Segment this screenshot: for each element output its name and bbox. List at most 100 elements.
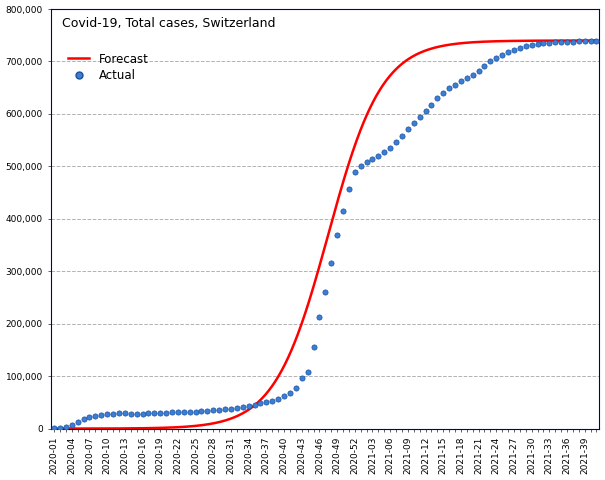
Actual [261, 398, 271, 406]
Actual [433, 95, 442, 102]
Actual [279, 393, 289, 400]
Forecast [106, 426, 113, 432]
Actual [126, 410, 136, 418]
Actual [250, 401, 260, 408]
Actual [232, 404, 241, 412]
Actual [373, 152, 383, 160]
Actual [167, 408, 177, 416]
Actual [267, 396, 277, 404]
Actual [91, 412, 100, 420]
Actual [468, 71, 477, 78]
Actual [586, 37, 595, 45]
Actual [61, 424, 71, 432]
Actual [574, 37, 584, 45]
Actual [302, 369, 312, 376]
Actual [285, 389, 295, 397]
Actual [85, 413, 94, 421]
Actual [391, 138, 401, 146]
Actual [450, 81, 460, 88]
Actual [162, 409, 171, 417]
Actual [462, 74, 472, 82]
Actual [179, 408, 189, 416]
Actual [592, 37, 601, 45]
Actual [580, 37, 589, 45]
Actual [326, 259, 336, 267]
Actual [238, 403, 247, 411]
Legend: Forecast, Actual: Forecast, Actual [68, 53, 149, 82]
Actual [203, 407, 212, 415]
Actual [509, 46, 519, 54]
Actual [420, 108, 430, 115]
Actual [385, 144, 395, 151]
Actual [521, 42, 531, 50]
Actual [309, 343, 318, 350]
Actual [155, 409, 165, 417]
Actual [49, 424, 59, 432]
Forecast [50, 426, 57, 432]
Actual [173, 408, 183, 416]
Actual [562, 38, 572, 46]
Actual [503, 48, 513, 56]
Line: Forecast: Forecast [54, 40, 597, 429]
Actual [138, 410, 148, 418]
Actual [403, 125, 413, 133]
Actual [444, 84, 454, 92]
Actual [102, 410, 112, 418]
Forecast [593, 37, 600, 43]
Actual [532, 40, 542, 48]
Actual [321, 288, 330, 296]
Actual [273, 395, 283, 403]
Actual [67, 421, 77, 429]
Actual [214, 406, 224, 414]
Actual [368, 155, 378, 163]
Actual [108, 410, 118, 418]
Actual [255, 399, 265, 407]
Actual [73, 419, 82, 426]
Text: Covid-19, Total cases, Switzerland: Covid-19, Total cases, Switzerland [62, 17, 276, 30]
Actual [356, 163, 365, 170]
Actual [332, 231, 342, 239]
Actual [556, 38, 566, 46]
Actual [197, 408, 206, 415]
Actual [244, 402, 253, 409]
Actual [120, 409, 129, 417]
Actual [415, 113, 425, 121]
Actual [527, 41, 537, 49]
Actual [209, 407, 218, 414]
Actual [486, 58, 495, 65]
Actual [132, 410, 142, 418]
Actual [149, 409, 159, 417]
Actual [551, 38, 560, 46]
Forecast [423, 48, 430, 53]
Actual [79, 415, 88, 422]
Actual [474, 68, 483, 75]
Actual [538, 39, 548, 47]
Forecast [289, 344, 296, 349]
Actual [427, 101, 436, 108]
Actual [55, 424, 65, 432]
Actual [362, 158, 371, 166]
Forecast [483, 39, 491, 45]
Actual [338, 207, 348, 215]
Actual [515, 44, 525, 52]
Forecast [474, 39, 481, 45]
Actual [491, 54, 501, 61]
Actual [315, 313, 324, 321]
Actual [297, 374, 307, 382]
Actual [96, 411, 106, 419]
Actual [409, 120, 419, 127]
Actual [379, 148, 389, 156]
Actual [191, 408, 200, 416]
Forecast [270, 381, 277, 387]
Actual [397, 132, 407, 140]
Actual [114, 409, 124, 417]
Actual [185, 408, 195, 416]
Actual [143, 409, 153, 417]
Actual [344, 186, 354, 193]
Actual [350, 168, 359, 176]
Actual [226, 405, 236, 412]
Actual [439, 89, 448, 97]
Actual [497, 51, 507, 59]
Actual [291, 384, 301, 392]
Actual [544, 39, 554, 47]
